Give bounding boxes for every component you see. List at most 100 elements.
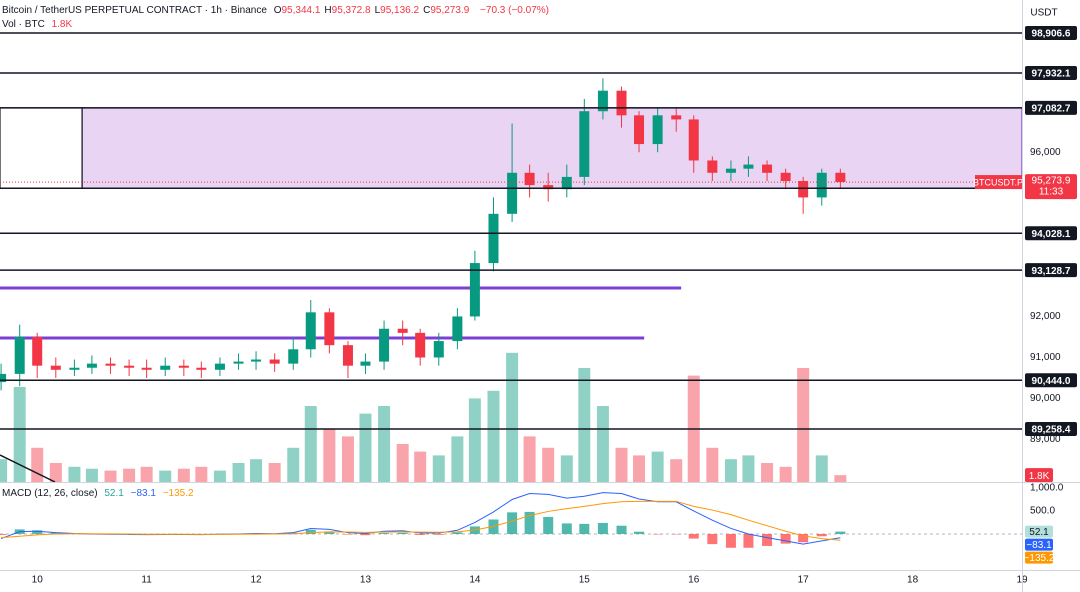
level-label: 93,128.7 bbox=[1032, 266, 1071, 277]
macd-last-bg bbox=[1025, 538, 1053, 551]
volume-bar bbox=[670, 459, 683, 482]
level-label-bg bbox=[1025, 226, 1077, 241]
macd-histogram-bar bbox=[688, 533, 699, 539]
axes: 89,000 90,000 91,000 92,000 96,000 98,906.6 97… bbox=[0, 25, 1077, 586]
x-tick-label: 18 bbox=[907, 575, 919, 586]
volume-bar bbox=[706, 447, 719, 482]
candle-body bbox=[488, 213, 499, 264]
volume-bar bbox=[596, 406, 609, 482]
volume-bar bbox=[250, 459, 263, 482]
volume-bar bbox=[432, 455, 445, 482]
level-label-bg bbox=[1025, 373, 1077, 388]
currency: USDT bbox=[1030, 8, 1057, 19]
macd-histogram-bar bbox=[452, 532, 463, 534]
macd-tick-label: 500.0 bbox=[1030, 506, 1055, 517]
macd-histogram-bar bbox=[379, 533, 390, 534]
volume-bar bbox=[123, 468, 136, 482]
x-tick-label: 17 bbox=[798, 575, 810, 586]
change: −70.3 (−0.07%) bbox=[480, 5, 549, 16]
volume-bar bbox=[0, 459, 8, 482]
volume-bar bbox=[378, 406, 391, 482]
zone bbox=[81, 107, 1022, 189]
volume-label-bg bbox=[1025, 468, 1053, 483]
macd-histogram-bar bbox=[798, 533, 809, 543]
candle-body bbox=[251, 359, 262, 362]
macd-value: −83.1 bbox=[130, 488, 156, 499]
candle-body bbox=[743, 164, 754, 169]
volume-bar bbox=[31, 447, 44, 482]
price-pane bbox=[0, 78, 1022, 482]
y-tick-label: 91,000 bbox=[1030, 352, 1061, 363]
x-tick-label: 12 bbox=[250, 575, 262, 586]
macd-last-bg bbox=[1025, 525, 1053, 538]
y-tick-label: 92,000 bbox=[1030, 311, 1061, 322]
macd-histogram-bar bbox=[579, 523, 590, 534]
candle-body bbox=[688, 119, 699, 161]
macd-histogram-bar bbox=[543, 516, 554, 534]
candle-body bbox=[214, 363, 225, 370]
macd-histogram-bar bbox=[324, 531, 335, 534]
candle-body bbox=[762, 164, 773, 173]
ohlc-value: 95,273.9 bbox=[430, 5, 470, 16]
macd-histogram-bar bbox=[524, 511, 535, 534]
candle-body bbox=[178, 365, 189, 368]
candle-body bbox=[233, 361, 244, 364]
macd-histogram-bar bbox=[433, 533, 444, 535]
macd-histogram-bar bbox=[743, 533, 754, 548]
candle-body bbox=[561, 176, 572, 190]
candle-body bbox=[524, 172, 535, 186]
ohlc-value: 95,136.2 bbox=[380, 5, 420, 16]
candle-body bbox=[105, 363, 116, 366]
macd-last-label: 52.1 bbox=[1029, 527, 1049, 538]
candle-body bbox=[379, 328, 390, 362]
level-label-bg bbox=[1025, 263, 1077, 278]
ohlc-key: O bbox=[273, 5, 282, 16]
macd-histogram-bar bbox=[835, 531, 846, 534]
volume-bar bbox=[651, 451, 664, 482]
candle-body bbox=[543, 185, 554, 190]
candle-body bbox=[14, 336, 25, 374]
volume-bar bbox=[177, 468, 190, 482]
signal-line bbox=[1, 500, 841, 541]
candle-body bbox=[141, 367, 152, 370]
volume-bar bbox=[213, 470, 226, 482]
volume-bar bbox=[797, 368, 810, 482]
volume-bar bbox=[451, 436, 464, 482]
level-label: 94,028.1 bbox=[1032, 229, 1071, 240]
macd-histogram-bar bbox=[561, 523, 572, 534]
last-price-label: 95,273.9 bbox=[1032, 176, 1071, 187]
ohlc-value: 95,372.8 bbox=[331, 5, 371, 16]
ohlc-key: C bbox=[423, 5, 431, 16]
volume-bar bbox=[724, 459, 737, 482]
volume-bar bbox=[104, 470, 117, 482]
volume-bar bbox=[304, 406, 317, 482]
candle-body bbox=[798, 180, 809, 198]
macd-histogram-bar bbox=[762, 533, 773, 546]
macd-last-label: −83.1 bbox=[1026, 540, 1052, 551]
candle-body bbox=[86, 363, 97, 368]
volume-bar bbox=[140, 466, 153, 482]
volume-bar bbox=[523, 436, 536, 482]
volume-last: 1.8K bbox=[51, 19, 73, 30]
level-label: 90,444.0 bbox=[1032, 376, 1071, 387]
volume-bar bbox=[287, 447, 300, 482]
macd-histogram-bar bbox=[305, 529, 316, 534]
candle-body bbox=[469, 263, 480, 317]
candle-body bbox=[780, 172, 791, 181]
volume-bar bbox=[359, 413, 372, 482]
macd-legend: MACD (12, 26, close) 52.1 −83.1 −135.2 bbox=[2, 488, 198, 499]
volume-bar bbox=[68, 466, 81, 482]
candle-body bbox=[707, 160, 718, 173]
volume-legend: Vol · BTC 1.8K bbox=[2, 19, 76, 30]
candle-body bbox=[507, 172, 518, 214]
macd-pane bbox=[0, 492, 1022, 548]
macd-histogram-bar bbox=[597, 522, 608, 534]
candle-body bbox=[196, 367, 207, 370]
x-tick-label: 10 bbox=[32, 575, 44, 586]
level-label-bg bbox=[1025, 25, 1077, 40]
macd-histogram-bar bbox=[397, 532, 408, 534]
candle-body bbox=[725, 168, 736, 173]
level-label: 98,906.6 bbox=[1032, 29, 1071, 40]
candle-body bbox=[360, 361, 371, 366]
